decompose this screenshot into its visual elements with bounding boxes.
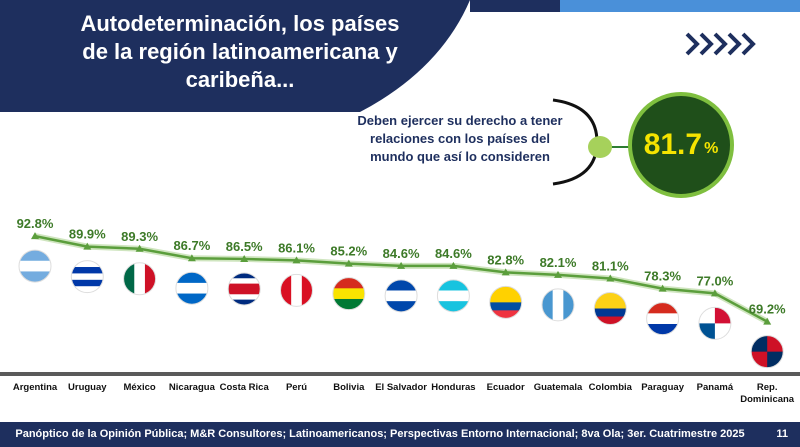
country-label: Colombia — [588, 382, 632, 393]
callout-statement: Deben ejercer su derecho a tener relacio… — [357, 113, 563, 164]
flag-ring — [18, 249, 52, 283]
data-label: 78.3% — [644, 269, 681, 284]
country-label: Guatemala — [533, 382, 583, 393]
axis-baseline — [0, 372, 800, 376]
top-bar-accent — [560, 0, 800, 12]
flag-ring — [698, 306, 732, 340]
mexico-flag-icon — [123, 262, 156, 295]
country-label: Perú — [285, 382, 308, 393]
uruguay-flag-icon — [71, 260, 104, 293]
el-salvador-flag-icon — [385, 279, 418, 312]
data-point-marker — [31, 232, 39, 240]
callout-dot — [588, 136, 612, 158]
line-chart: 92.8% 89.9% 89.3% 86.7% 86.5% 86.1% 85.2% 84.6%… — [17, 216, 786, 369]
data-label: 92.8% — [17, 216, 54, 231]
colombia-flag-icon — [594, 292, 627, 325]
flag-ring — [750, 335, 784, 369]
data-point-marker — [658, 284, 667, 292]
page-number: 11 — [776, 428, 788, 440]
data-label: 69.2% — [749, 302, 786, 317]
flag-ring — [436, 279, 470, 313]
country-label: Argentina — [12, 382, 58, 393]
bolivia-flag-icon — [332, 277, 365, 310]
flag-ring — [384, 279, 418, 313]
data-point-marker — [449, 261, 458, 269]
flag-ring — [646, 302, 680, 336]
data-label: 81.1% — [592, 259, 629, 274]
data-point-marker — [501, 268, 510, 276]
data-point-marker — [187, 254, 196, 262]
data-point-marker — [763, 317, 772, 325]
flag-ring — [541, 288, 575, 322]
data-label: 89.9% — [69, 227, 106, 242]
data-point-marker — [344, 259, 353, 267]
data-label: 86.1% — [278, 240, 315, 255]
flag-ring — [332, 277, 366, 311]
data-label: 84.6% — [435, 246, 472, 261]
costa-rica-flag-icon — [228, 272, 261, 305]
honduras-flag-icon — [437, 279, 470, 312]
country-label: Rep. Dominicana — [740, 382, 795, 405]
callout-connector — [601, 146, 631, 148]
country-label: Ecuador — [486, 382, 525, 393]
country-label: Uruguay — [68, 382, 107, 393]
paraguay-flag-icon — [646, 302, 679, 335]
highlight-circle: 81.7% — [628, 92, 734, 198]
data-label: 77.0% — [696, 273, 733, 288]
footer: Panóptico de la Opinión Pública; M&R Con… — [0, 422, 800, 447]
flag-ring — [123, 262, 157, 296]
data-label: 84.6% — [383, 246, 420, 261]
header-banner — [0, 0, 470, 112]
nicaragua-flag-icon — [175, 272, 208, 305]
data-label: 89.3% — [121, 229, 158, 244]
data-point-marker — [135, 244, 144, 252]
country-label: Bolivia — [333, 382, 365, 393]
highlight-value: 81.7 — [643, 128, 703, 161]
highlight-unit: % — [704, 140, 719, 157]
flag-ring — [489, 285, 523, 319]
country-label: El Salvador — [375, 382, 427, 393]
chevrons-icon — [685, 32, 756, 56]
guatemala-flag-icon — [542, 288, 574, 321]
flag-ring — [175, 271, 209, 305]
data-point-marker — [710, 289, 719, 297]
peru-flag-icon — [280, 274, 313, 307]
flag-ring — [70, 260, 104, 294]
flag-ring — [593, 292, 627, 326]
footer-source: Panóptico de la Opinión Pública; M&R Con… — [15, 428, 745, 440]
data-point-marker — [397, 261, 406, 269]
data-label: 82.1% — [540, 255, 577, 270]
country-label: Paraguay — [641, 382, 684, 393]
country-label: México — [123, 382, 156, 393]
flag-ring — [227, 272, 261, 306]
country-label: Costa Rica — [219, 382, 269, 393]
data-point-marker — [292, 256, 301, 264]
country-label: Honduras — [431, 382, 476, 393]
flag-ring — [280, 273, 313, 307]
page-title: Autodeterminación, los países de la regi… — [80, 11, 400, 92]
data-label: 85.2% — [330, 244, 367, 259]
data-label: 82.8% — [487, 252, 524, 267]
country-label: Nicaragua — [168, 382, 215, 393]
data-point-marker — [240, 254, 249, 262]
data-point-marker — [554, 270, 562, 278]
data-point-marker — [83, 242, 92, 250]
country-label: Panamá — [696, 382, 734, 393]
data-label: 86.7% — [173, 238, 210, 253]
argentina-flag-icon — [19, 250, 51, 283]
ecuador-flag-icon — [489, 286, 522, 319]
data-label: 86.5% — [226, 239, 263, 254]
data-point-marker — [606, 274, 615, 282]
